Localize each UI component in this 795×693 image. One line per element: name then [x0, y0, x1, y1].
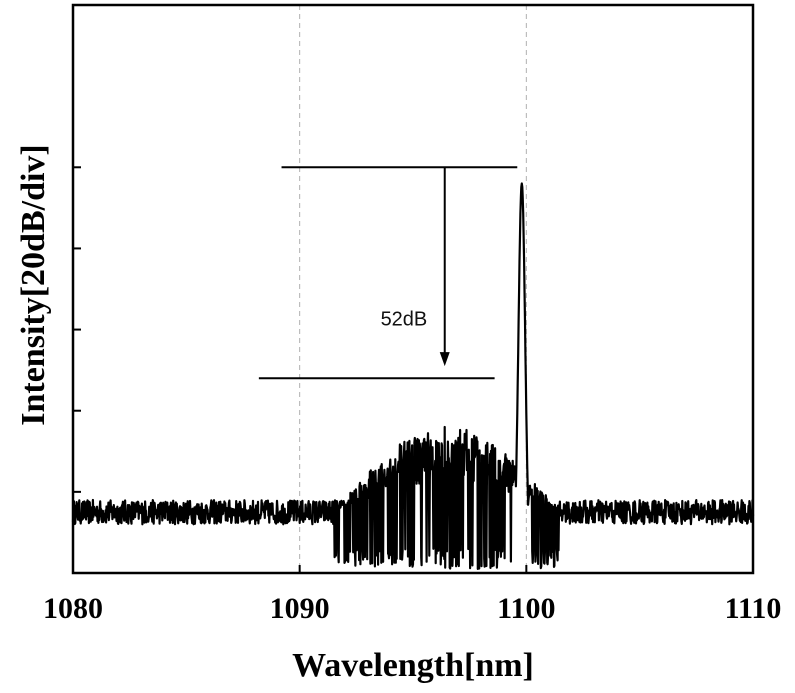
axes	[71, 3, 755, 575]
x-tick-label: 1090	[270, 592, 330, 625]
spectrum-trace	[71, 182, 755, 571]
plot-frame	[71, 3, 755, 575]
x-tick-label: 1110	[725, 592, 782, 625]
spectrum-series	[71, 182, 755, 571]
x-tick-label: 1100	[497, 592, 555, 625]
annotation-group: 52dB	[258, 166, 518, 380]
x-tick-label: 1080	[43, 592, 103, 625]
grid-lines	[299, 5, 527, 573]
x-axis-title: Wavelength[nm]	[292, 647, 534, 684]
ticks: 1080 1090 1100 1110	[43, 166, 782, 625]
annotation-label: 52dB	[381, 309, 428, 331]
y-axis-title: Intensity[20dB/div]	[15, 144, 52, 426]
arrow-head	[439, 352, 450, 367]
